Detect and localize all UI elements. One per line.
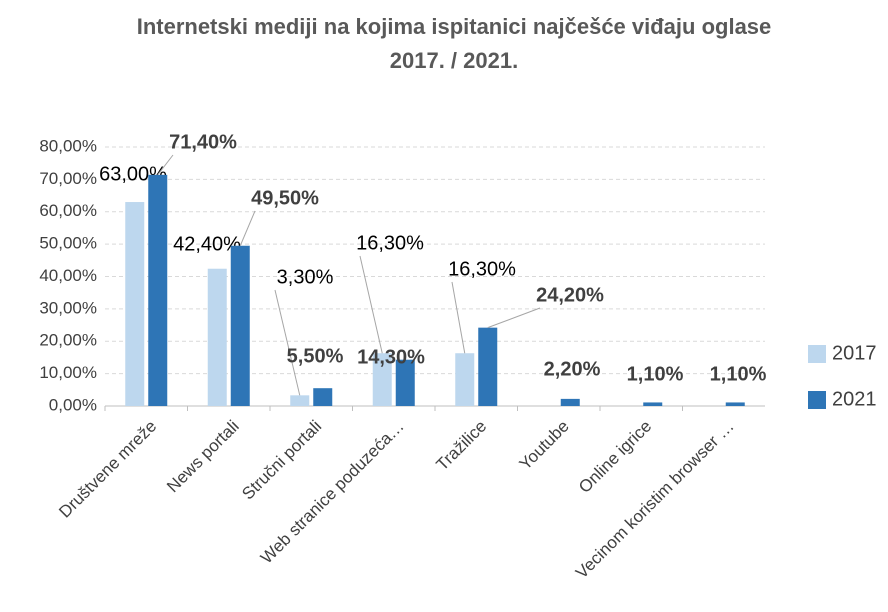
chart-title: Internetski mediji na kojima ispitanici … [136, 14, 772, 39]
chart-subtitle: 2017. / 2021. [389, 48, 519, 73]
leader-line [157, 154, 174, 176]
bar [455, 353, 475, 406]
data-label: 16,30% [448, 258, 516, 280]
bar [560, 398, 580, 406]
y-tick-label: 40,00% [39, 266, 97, 285]
data-label: 1,10% [627, 363, 684, 385]
data-label: 3,30% [277, 266, 334, 288]
bar [643, 402, 663, 406]
leader-line [274, 289, 301, 396]
y-tick-label: 70,00% [39, 169, 97, 188]
bar [125, 202, 145, 406]
leader-line [487, 307, 541, 329]
leader-line [359, 255, 383, 354]
bar [290, 395, 310, 406]
data-label: 42,40% [173, 233, 241, 255]
bar [148, 174, 168, 406]
legend-swatch [808, 345, 826, 363]
x-tick-label: News portali [163, 417, 243, 497]
x-tick-label: Online igrice [575, 417, 655, 497]
x-tick-label: Youtube [516, 417, 573, 474]
title-block: Internetski mediji na kojima ispitanici … [104, 10, 804, 78]
legend-swatch [808, 391, 826, 409]
data-label: 2,20% [544, 358, 601, 380]
y-tick-label: 60,00% [39, 201, 97, 220]
bar [207, 268, 227, 406]
data-label: 1,10% [710, 363, 767, 385]
x-tick-label: Web stranice poduzeća… [257, 417, 408, 568]
legend-label: 2017 [832, 342, 877, 364]
y-tick-label: 10,00% [39, 363, 97, 382]
bar [230, 245, 250, 406]
data-label: 14,30% [357, 346, 425, 368]
y-tick-label: 50,00% [39, 234, 97, 253]
data-label: 5,50% [287, 345, 344, 367]
bar [313, 388, 333, 406]
legend-label: 2021 [832, 388, 877, 410]
bar [725, 402, 745, 406]
x-tick-label: Tražilice [433, 417, 491, 475]
y-tick-label: 0,00% [49, 395, 97, 414]
data-label: 49,50% [251, 187, 319, 209]
y-tick-label: 20,00% [39, 331, 97, 350]
data-label: 16,30% [356, 232, 424, 254]
bar [395, 359, 415, 406]
y-tick-label: 30,00% [39, 298, 97, 317]
bar [372, 353, 392, 406]
bar [478, 327, 498, 406]
leader-line [239, 210, 256, 246]
x-tick-label: Društvene mreže [55, 417, 160, 522]
data-label: 24,20% [536, 284, 604, 306]
data-label: 71,40% [169, 131, 237, 153]
x-tick-label: Stručni portali [238, 417, 325, 504]
leader-line [451, 281, 466, 354]
y-tick-label: 80,00% [39, 136, 97, 155]
x-tick-label: Vecinom koristim browser … [572, 417, 738, 583]
